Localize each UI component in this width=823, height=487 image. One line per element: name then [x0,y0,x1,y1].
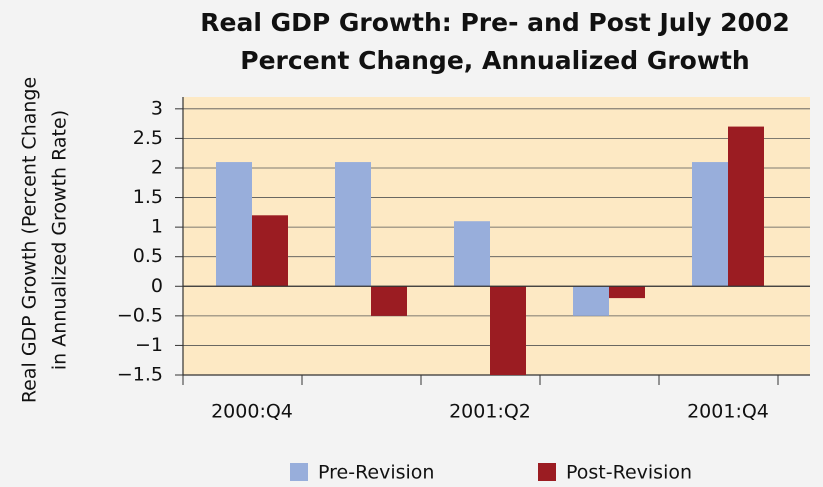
y-tick-label: 2 [151,156,163,178]
y-tick-label: 2.5 [133,127,163,149]
legend-swatch [538,463,556,481]
chart-title: Real GDP Growth: Pre- and Post July 2002 [200,8,789,37]
y-axis-label-line: in Annualized Growth Rate) [49,110,71,370]
y-axis-label: Real GDP Growth (Percent Change in Annua… [19,77,71,403]
bar [371,286,407,316]
bar [609,286,645,299]
y-tick-label: −1 [135,334,163,356]
y-axis-label-line: Real GDP Growth (Percent Change [19,77,41,403]
chart-title: Percent Change, Annualized Growth [240,46,749,75]
bar [335,162,371,287]
y-tick-label: −0.5 [117,304,163,326]
y-tick-label: 1 [151,216,163,238]
y-tick-label: −1.5 [117,364,163,386]
bar [728,126,764,287]
bar [216,162,252,287]
legend-label: Pre-Revision [318,462,434,484]
y-tick-label: 1.5 [133,186,163,208]
legend-label: Post-Revision [566,462,692,484]
bar [252,215,288,287]
bar [454,221,490,287]
y-tick-label: 0 [151,275,163,297]
x-tick-label: 2001:Q2 [449,401,531,423]
legend-swatch [290,463,308,481]
y-tick-label: 0.5 [133,245,163,267]
bar [573,286,609,316]
x-tick-label: 2001:Q4 [687,401,769,423]
bar [692,162,728,287]
bar [490,286,526,375]
x-tick-label: 2000:Q4 [211,401,293,423]
y-tick-label: 3 [151,97,163,119]
